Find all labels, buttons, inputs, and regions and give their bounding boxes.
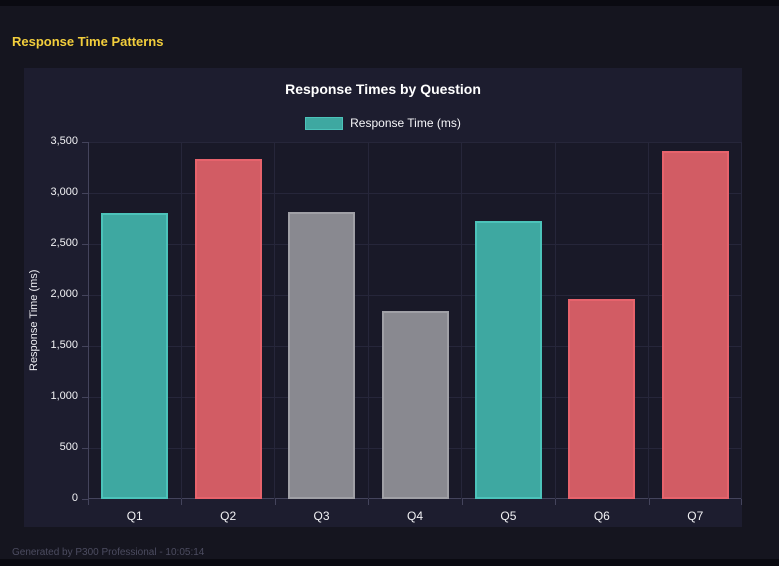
y-tick-mark xyxy=(82,448,88,449)
gridline-vertical xyxy=(741,142,742,499)
window-top-strip xyxy=(0,0,779,6)
y-axis-line xyxy=(88,142,89,499)
x-tick-mark xyxy=(555,499,557,505)
x-tick-mark xyxy=(461,499,463,505)
bar-Q4[interactable] xyxy=(381,311,449,499)
y-tick-label: 0 xyxy=(71,492,78,504)
x-tick-mark xyxy=(648,499,650,505)
legend-label: Response Time (ms) xyxy=(350,116,461,130)
gridline-vertical xyxy=(554,142,556,499)
gridline-horizontal xyxy=(88,243,742,245)
gridline-vertical xyxy=(180,142,182,499)
bar-Q6[interactable] xyxy=(568,299,636,499)
y-tick-mark xyxy=(82,295,88,296)
footer-text: Generated by P300 Professional - 10:05:1… xyxy=(12,547,205,558)
chart-card: Response Times by Question Response Time… xyxy=(24,68,742,527)
x-tick-label: Q2 xyxy=(220,509,237,523)
y-tick-mark xyxy=(82,499,88,500)
y-tick-mark xyxy=(82,244,88,245)
plot-area xyxy=(88,142,742,499)
bar-Q3[interactable] xyxy=(288,212,356,499)
y-tick-label: 3,500 xyxy=(50,135,78,147)
bar-Q2[interactable] xyxy=(194,159,262,499)
legend-swatch-icon xyxy=(305,116,344,130)
gridline-horizontal xyxy=(88,294,742,296)
x-tick-label: Q4 xyxy=(406,509,423,523)
x-tick-label: Q6 xyxy=(593,509,610,523)
x-tick-mark xyxy=(368,499,370,505)
x-tick-mark xyxy=(181,499,183,505)
x-tick-label: Q3 xyxy=(313,509,330,523)
x-tick-label: Q5 xyxy=(500,509,517,523)
y-tick-label: 1,500 xyxy=(50,339,78,351)
y-tick-label: 2,000 xyxy=(50,288,78,300)
y-tick-label: 3,000 xyxy=(50,186,78,198)
gridline-horizontal xyxy=(88,192,742,194)
y-tick-label: 1,000 xyxy=(50,390,78,402)
x-tick-label: Q1 xyxy=(126,509,143,523)
x-tick-mark xyxy=(741,499,742,505)
gridline-vertical xyxy=(461,142,463,499)
y-tick-mark xyxy=(82,193,88,194)
gridline-vertical xyxy=(367,142,369,499)
x-tick-mark xyxy=(88,499,89,505)
gridline-horizontal xyxy=(88,142,742,143)
y-tick-mark xyxy=(82,142,88,143)
window-bottom-strip xyxy=(0,559,779,566)
gridline-vertical xyxy=(274,142,276,499)
y-tick-mark xyxy=(82,346,88,347)
gridline-vertical xyxy=(648,142,650,499)
y-tick-label: 2,500 xyxy=(50,237,78,249)
x-tick-label: Q7 xyxy=(687,509,704,523)
bar-Q1[interactable] xyxy=(101,213,169,499)
y-tick-mark xyxy=(82,397,88,398)
bar-Q7[interactable] xyxy=(661,151,729,499)
y-tick-label: 500 xyxy=(59,441,78,453)
chart-title: Response Times by Question xyxy=(285,81,481,97)
legend-item-response-time[interactable]: Response Time (ms) xyxy=(24,116,742,130)
page-title: Response Time Patterns xyxy=(12,34,164,49)
x-tick-mark xyxy=(274,499,276,505)
bar-Q5[interactable] xyxy=(474,220,542,499)
